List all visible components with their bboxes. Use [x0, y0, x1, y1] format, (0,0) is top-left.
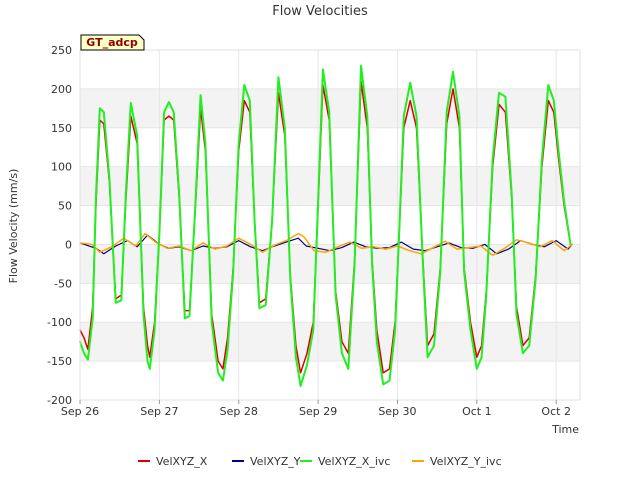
plot-band: [80, 205, 580, 245]
x-tick-label: Sep 29: [299, 405, 337, 418]
legend-label: VelXYZ_Y_ivc: [430, 455, 502, 468]
site-badge-box: [80, 34, 145, 51]
x-axis-ticks: Sep 26 Sep 27 Sep 28 Sep 29 Sep 30 Oct 1 Oct 2: [61, 400, 571, 418]
plot-band: [80, 361, 580, 400]
x-tick-label: Oct 2: [541, 405, 571, 418]
legend-label: VelXYZ_X_ivc: [318, 455, 390, 468]
y-tick-label: 150: [51, 122, 72, 135]
plot-band: [80, 166, 580, 206]
x-tick-label: Sep 30: [378, 405, 416, 418]
y-axis-label: Flow Velocity (mm/s): [7, 169, 20, 284]
y-tick-label: -150: [47, 355, 72, 368]
legend-label: VelXYZ_Y: [250, 455, 301, 468]
x-axis-label: Time: [551, 423, 579, 436]
x-tick-label: Oct 1: [462, 405, 492, 418]
series-layer: [79, 64, 573, 387]
y-tick-label: 50: [58, 200, 72, 213]
legend-label: VelXYZ_X: [156, 455, 208, 468]
y-axis-ticks: -200 -150 -100 -50 0 50 100 150 200 250: [47, 44, 72, 407]
y-tick-label: 200: [51, 83, 72, 96]
y-tick-label: -50: [54, 277, 72, 290]
site-badge-label: GT_adcp: [86, 36, 138, 49]
plot-band: [80, 283, 580, 323]
x-tick-label: Sep 26: [61, 405, 99, 418]
plot-band: [80, 50, 580, 89]
y-tick-label: -200: [47, 394, 72, 407]
plot-band: [80, 322, 580, 362]
y-tick-label: 100: [51, 161, 72, 174]
series-line-velxyz-x-ivc: [79, 64, 572, 387]
chart-title: Flow Velocities: [272, 4, 368, 19]
y-tick-label: 0: [65, 238, 72, 251]
site-badge: GT_adcp: [80, 34, 145, 51]
plot-frame: [79, 49, 581, 401]
x-tick-label: Sep 27: [140, 405, 178, 418]
series-line-velxyz-y-ivc: [79, 232, 573, 257]
y-tick-label: -100: [47, 316, 72, 329]
legend: VelXYZ_X VelXYZ_Y VelXYZ_X_ivc VelXYZ_Y_ivc: [138, 455, 502, 468]
y-tick-label: 250: [51, 44, 72, 57]
x-tick-label: Sep 28: [220, 405, 258, 418]
